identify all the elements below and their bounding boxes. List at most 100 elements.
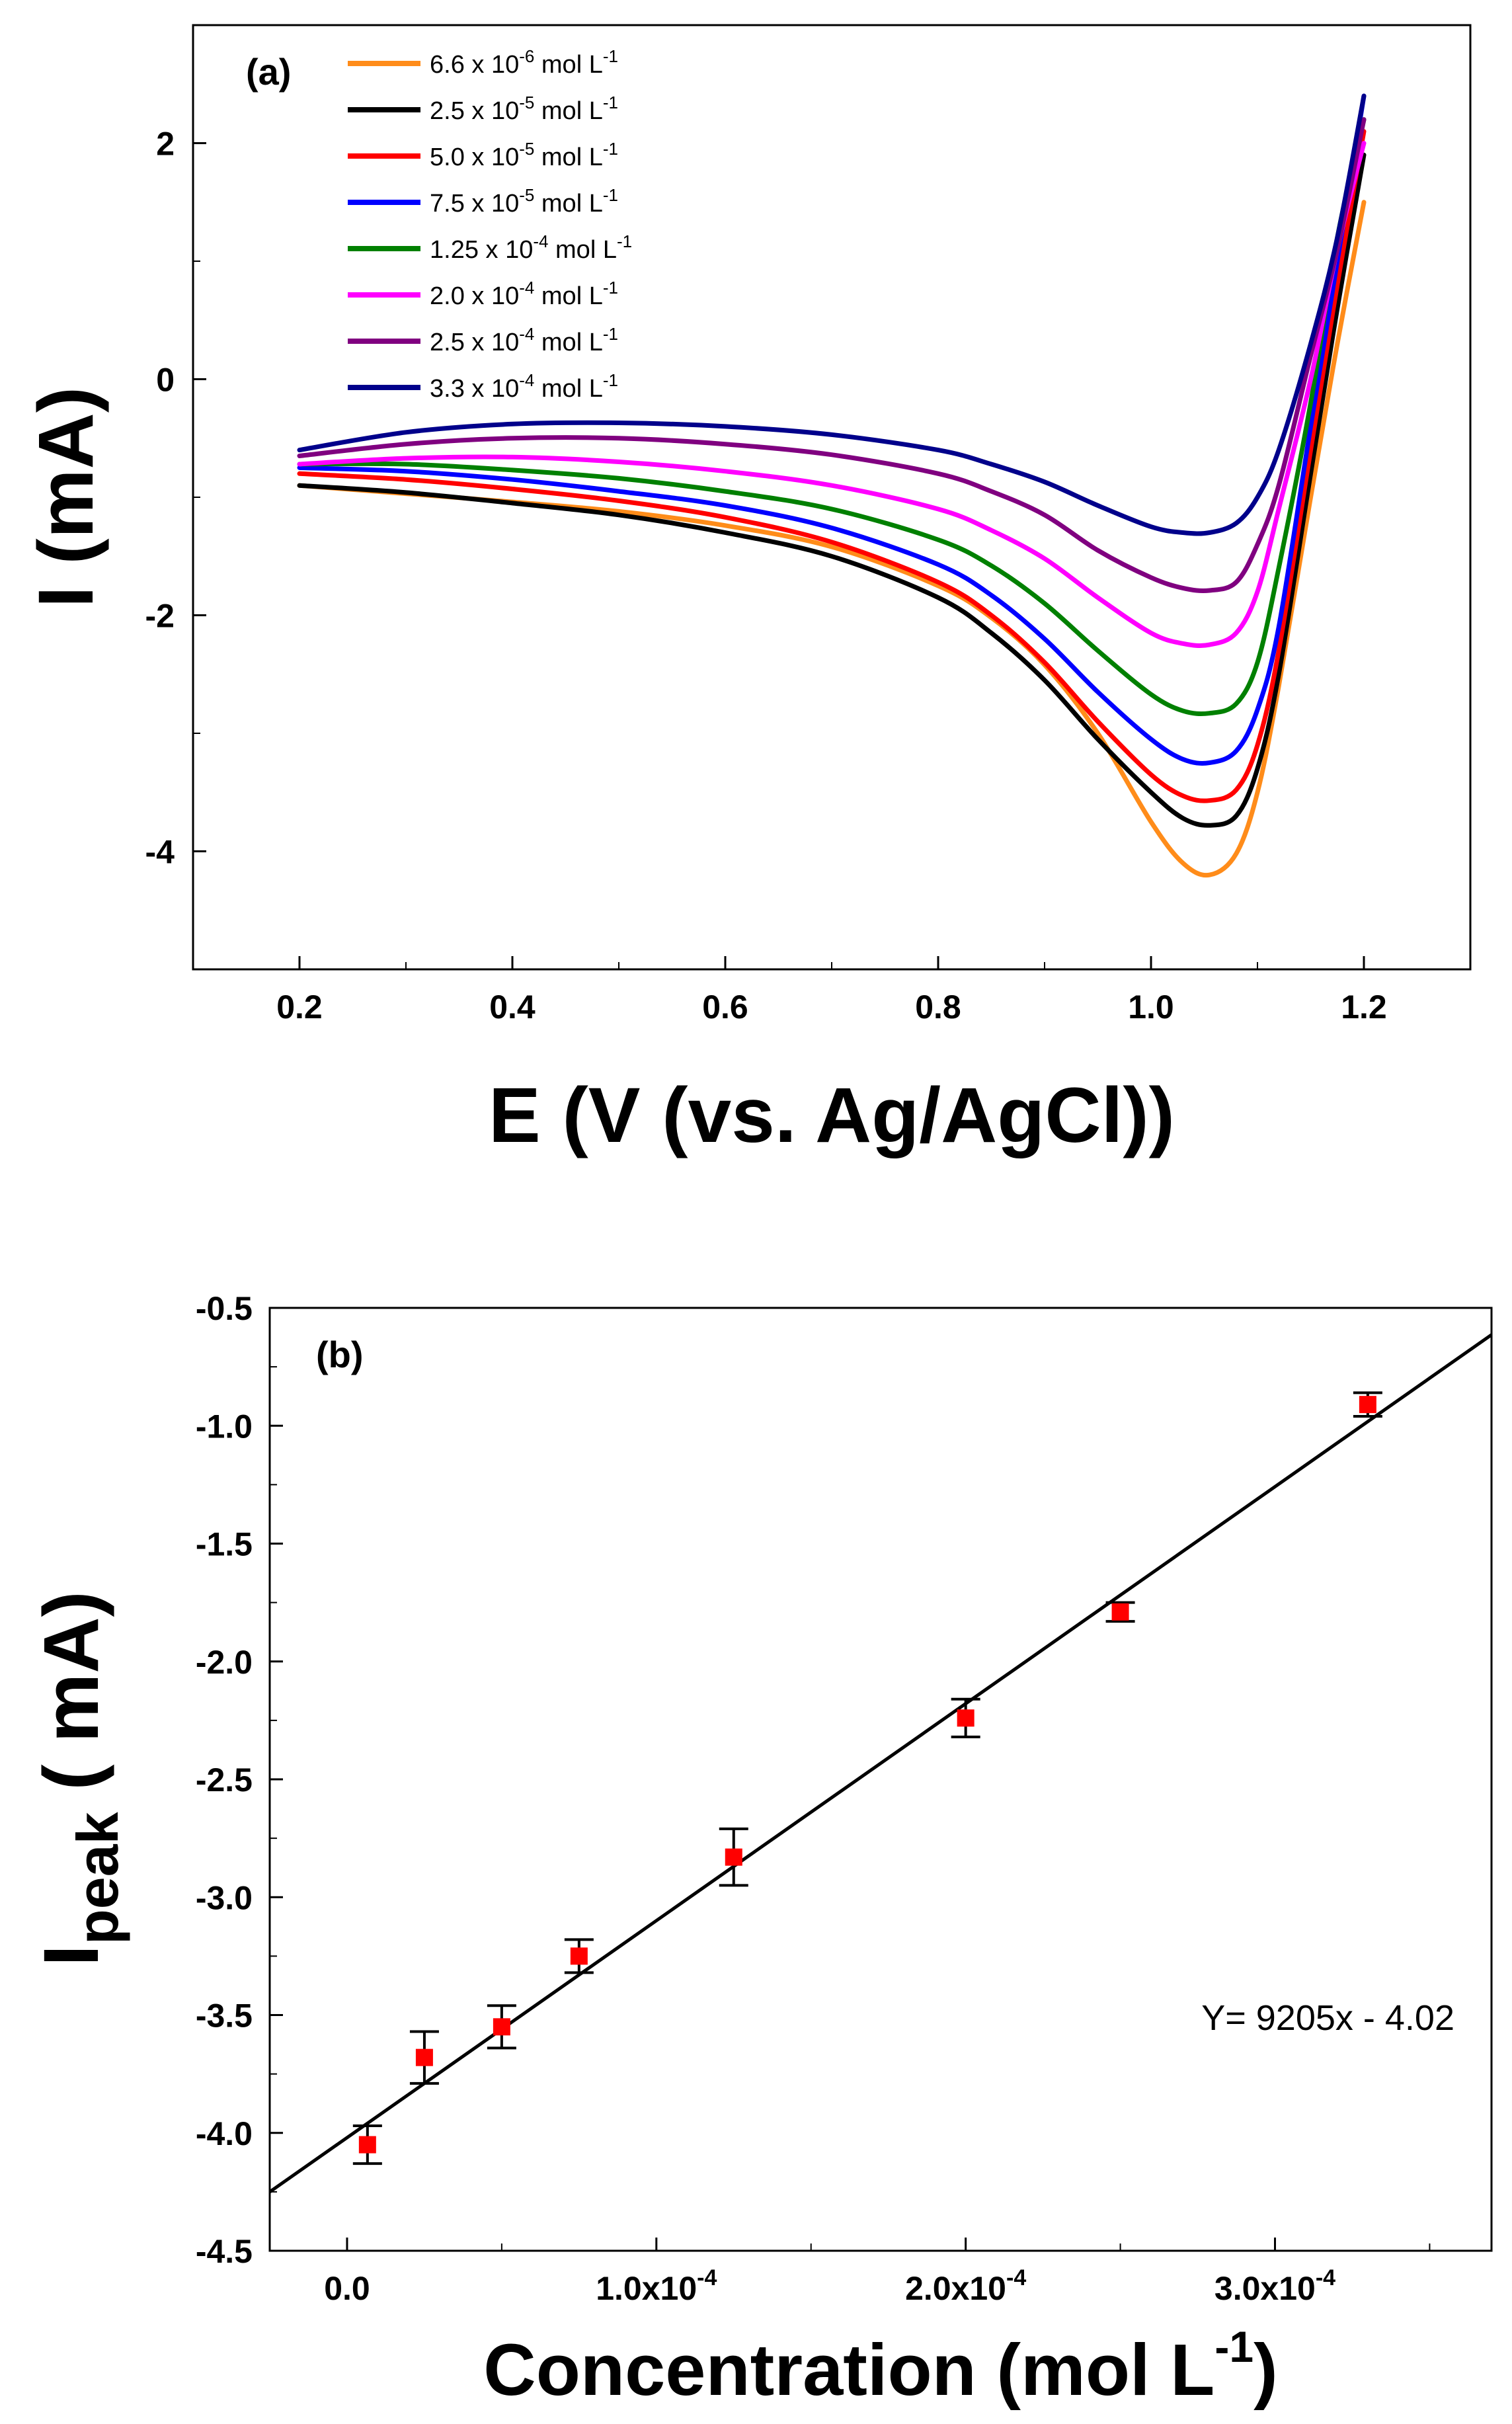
panel-b-equation: Y= 9205x - 4.02 <box>1201 1998 1454 2038</box>
panel-b-fit <box>268 1333 1493 2193</box>
panel-a-legend-exponent: -4 <box>519 324 534 344</box>
panel-a-legend-unit-exponent: -1 <box>603 93 618 112</box>
panel-b-y-tick-label: -3.5 <box>196 1998 253 2035</box>
panel-b-data-point <box>957 1709 975 1727</box>
panel-a-legend-unit-exponent: -1 <box>603 46 618 66</box>
panel-b-data-point <box>1359 1396 1376 1414</box>
panel-a-legend-unit: mol L <box>534 51 602 79</box>
panel-a-x-tick-label: 1.2 <box>1341 989 1387 1026</box>
panel-a-curves <box>297 93 1367 878</box>
panel-b-x-tick-exponent: -4 <box>1316 2265 1335 2290</box>
panel-a-legend-unit: mol L <box>534 190 602 218</box>
panel-b-y-axis-label-symbol: I <box>28 1945 115 1966</box>
panel-a-legend-unit: mol L <box>534 375 602 403</box>
panel-b-x-tick-exponent: -4 <box>697 2265 717 2290</box>
panel-a-legend-base: 2.0 x 10 <box>430 282 519 310</box>
panel-a-legend-exponent: -5 <box>519 185 534 205</box>
panel-a-x-tick-label: 1.0 <box>1128 989 1174 1026</box>
panel-a-legend-base: 3.3 x 10 <box>430 375 519 403</box>
panel-b-x-tick-label: 3.0x10-4 <box>1214 2265 1335 2307</box>
panel-a-legend-entry: 5.0 x 10-5 mol L-1 <box>430 139 618 171</box>
panel-a-legend-exponent: -4 <box>519 278 534 298</box>
panel-a-legend-unit: mol L <box>534 143 602 171</box>
panel-a-label: (a) <box>246 51 291 93</box>
panel-a-legend-unit: mol L <box>534 329 602 356</box>
panel-b-points <box>352 1391 1382 2165</box>
panel-b-label: (b) <box>316 1334 364 1375</box>
panel-a-legend-entry: 2.5 x 10-5 mol L-1 <box>430 93 618 125</box>
panel-a-legend-entry: 2.0 x 10-4 mol L-1 <box>430 278 618 310</box>
panel-b-calibration-chart: 0.0 1.0x10-4 2.0x10-4 3.0x10-4 -4.5-4.0-3.5… <box>28 1290 1493 2411</box>
panel-a-legend-entry: 2.5 x 10-4 mol L-1 <box>430 324 618 356</box>
panel-a-series-2-line <box>297 152 1367 828</box>
panel-a-legend-unit-exponent: -1 <box>603 185 618 205</box>
panel-b-x-axis-label-text: Concentration (mol L <box>483 2329 1214 2411</box>
panel-b-y-axis-label-unit: ( mA) <box>28 1591 115 1812</box>
panel-a-legend: 6.6 x 10-6 mol L-12.5 x 10-5 mol L-15.0 … <box>348 46 632 403</box>
panel-a-legend-base: 2.5 x 10 <box>430 97 519 125</box>
panel-b-data-point <box>1111 1603 1129 1621</box>
panel-a-legend-base: 5.0 x 10 <box>430 143 519 171</box>
panel-b-x-axis-label: Concentration (mol L-1) <box>483 2322 1277 2411</box>
panel-b-y-tick-label: -0.5 <box>196 1290 253 1327</box>
panel-a-y-ticks: -4 -2 0 2 <box>145 24 206 970</box>
panel-a-legend-exponent: -5 <box>519 93 534 112</box>
panel-a-series-5-line <box>297 117 1367 717</box>
panel-b-x-tick-label: 2.0x10-4 <box>905 2265 1026 2307</box>
panel-b-y-ticks: -4.5 -4.0 -3.5 -3.0 -2.5 -2.0 -1.5 -1.0 -0.5 <box>196 1290 283 2270</box>
panel-b-x-tick-label: 0.0 <box>324 2270 370 2307</box>
panel-a-series-4-line <box>297 93 1367 766</box>
panel-b-x-tick-exponent: -4 <box>1006 2265 1026 2290</box>
panel-b-fit-line <box>268 1333 1493 2193</box>
panel-a-series-7-line <box>297 117 1367 594</box>
panel-b-x-tick-mantissa: 0.0 <box>324 2270 370 2307</box>
panel-a-legend-unit-exponent: -1 <box>603 139 618 159</box>
panel-b-y-axis-label-subscript: peak <box>65 1811 130 1945</box>
panel-b-data-point <box>415 2048 433 2066</box>
panel-a-y-axis-label: I (mA) <box>22 387 110 608</box>
panel-a-series-8-line <box>297 93 1367 536</box>
panel-a-y-tick-label: 0 <box>156 362 175 399</box>
panel-b-data-point <box>493 2018 510 2036</box>
panel-a-x-ticks: 0.2 0.4 0.6 0.8 1.0 1.2 <box>192 956 1471 1026</box>
panel-b-x-tick-mantissa: 2.0x10 <box>905 2270 1006 2307</box>
panel-b-x-axis-label-exponent: -1 <box>1214 2322 1253 2371</box>
panel-b-x-tick-mantissa: 1.0x10 <box>596 2270 697 2307</box>
panel-b-data-point <box>725 1848 742 1866</box>
panel-a-legend-base: 2.5 x 10 <box>430 329 519 356</box>
panel-a-series-3-line <box>297 129 1367 803</box>
panel-a-legend-entry: 6.6 x 10-6 mol L-1 <box>430 46 618 79</box>
panel-a-y-tick-label: -4 <box>145 834 175 871</box>
panel-a-legend-entry: 1.25 x 10-4 mol L-1 <box>430 231 632 264</box>
panel-a-x-tick-label: 0.2 <box>276 989 323 1026</box>
panel-a-legend-exponent: -4 <box>519 370 534 390</box>
panel-a-series-6-line <box>297 141 1367 649</box>
panel-b-y-tick-label: -4.0 <box>196 2115 253 2152</box>
panel-b-x-axis-label-close: ) <box>1253 2329 1278 2411</box>
panel-a-legend-base: 7.5 x 10 <box>430 190 519 218</box>
panel-a-series-1-line <box>297 200 1367 878</box>
panel-a-x-axis-label: E (V (vs. Ag/AgCl)) <box>489 1072 1175 1159</box>
panel-a-legend-exponent: -4 <box>533 231 548 251</box>
panel-a-legend-unit: mol L <box>534 97 602 125</box>
panel-b-y-tick-label: -3.0 <box>196 1879 253 1916</box>
panel-a-legend-unit: mol L <box>534 282 602 310</box>
panel-b-y-tick-label: -1.5 <box>196 1526 253 1563</box>
panel-a-legend-base: 1.25 x 10 <box>430 236 533 264</box>
panel-a-legend-exponent: -6 <box>519 46 534 66</box>
panel-a-legend-unit-exponent: -1 <box>603 370 618 390</box>
panel-a-legend-entry: 3.3 x 10-4 mol L-1 <box>430 370 618 403</box>
panel-b-y-tick-label: -4.5 <box>196 2233 253 2270</box>
panel-a-y-tick-label: 2 <box>156 126 175 163</box>
panel-a-x-tick-label: 0.6 <box>702 989 748 1026</box>
panel-b-y-tick-label: -2.0 <box>196 1644 253 1681</box>
panel-a-legend-unit-exponent: -1 <box>603 324 618 344</box>
panel-b-y-axis-label: Ipeak ( mA) <box>28 1591 130 1966</box>
panel-a-legend-base: 6.6 x 10 <box>430 51 519 79</box>
panel-a-legend-unit-exponent: -1 <box>617 231 632 251</box>
panel-b-y-tick-label: -2.5 <box>196 1761 253 1798</box>
panel-a-legend-entry: 7.5 x 10-5 mol L-1 <box>430 185 618 218</box>
panel-b-x-tick-mantissa: 3.0x10 <box>1214 2270 1316 2307</box>
panel-b-data-point <box>358 2136 376 2154</box>
